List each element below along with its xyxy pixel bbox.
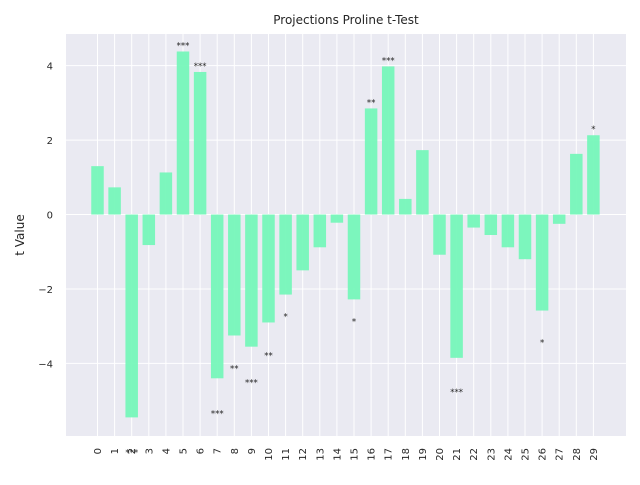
bar-21 [450,214,463,358]
bar-0 [91,166,104,215]
bar-11 [279,214,292,295]
x-tick-label: 27 [555,448,566,461]
x-tick-label: 9 [247,448,258,454]
bar-17 [381,66,395,215]
bar-6 [193,71,207,215]
y-tick-label: 4 [47,62,53,73]
y-axis-label: t Value [13,214,27,255]
bar-1 [108,187,121,215]
bar-27 [552,214,566,224]
significance-label: ** [367,98,376,108]
x-tick-label: 7 [213,448,224,454]
bar-23 [484,214,498,235]
bar-3 [142,214,156,246]
bars [91,51,600,418]
x-tick-label: 23 [486,448,497,461]
bar-18 [399,198,412,215]
x-tick-label: 26 [538,448,549,461]
y-tick-label: −2 [38,285,53,296]
x-tick-label: 4 [161,448,172,454]
x-tick-label: 25 [521,448,532,461]
bar-7 [210,214,224,379]
x-tick-label: 20 [435,448,446,461]
bar-8 [228,214,241,336]
x-tick-label: 13 [315,448,326,461]
x-tick-label: 15 [350,448,361,461]
x-tick-label: 3 [144,448,155,454]
significance-label: * [540,339,544,349]
bar-16 [364,108,378,215]
bar-19 [416,150,429,215]
x-tick-label: 6 [196,448,207,454]
significance-label: ** [230,365,239,375]
significance-label: * [591,125,595,135]
x-tick-label: 29 [589,448,600,461]
y-tick-label: −4 [38,359,53,370]
significance-labels: ******************** *********** [125,41,595,458]
x-tick-label: 8 [230,448,241,454]
x-tick-label: 21 [452,448,463,461]
bar-15 [347,214,361,300]
bar-28 [570,153,583,215]
bar-20 [433,214,446,255]
x-tick-label: 0 [93,448,104,454]
x-tick-label: 14 [332,448,343,461]
significance-label: *** [211,409,224,419]
plot-background [66,34,626,436]
bar-22 [467,214,480,228]
bar-2 [125,214,138,418]
bar-25 [518,214,532,260]
x-tick-label: 19 [418,448,429,461]
bar-26 [535,214,549,311]
x-tick-label: 17 [384,448,395,461]
bar-13 [313,214,327,248]
x-tick-label: 2 [127,448,138,454]
bar-5 [176,51,190,215]
significance-label: ** [264,351,273,361]
significance-label: *** [194,62,207,72]
bar-14 [330,214,344,223]
x-tick-labels: 0 1 2 3 4 5 6 7 8 9 10 11 12 13 14 15 16 17 18 19 20 21 22 23 24… [93,448,600,461]
bar-29 [587,135,600,215]
y-tick-labels: −4 −2 0 2 4 [38,62,53,371]
bar-24 [501,214,515,248]
y-tick-label: 2 [47,136,53,147]
significance-label: *** [177,41,190,51]
significance-label: * [283,313,287,323]
significance-label: *** [125,448,138,458]
x-tick-label: 11 [281,448,292,461]
x-tick-label: 28 [572,448,583,461]
bar-10 [262,214,275,323]
significance-label: *** [245,379,258,389]
bar-9 [245,214,258,347]
x-tick-label: 18 [401,448,412,461]
significance-label: *** [450,388,463,398]
significance-label: * [352,317,356,327]
bar-4 [159,172,173,215]
x-tick-label: 5 [179,448,190,454]
x-tick-label: 24 [503,448,514,461]
x-tick-label: 22 [469,448,480,461]
x-tick-label: 10 [264,448,275,461]
x-tick-label: 12 [298,448,309,461]
y-tick-label: 0 [47,211,53,222]
x-tick-label: 1 [110,448,121,454]
bar-12 [296,214,309,271]
significance-label: *** [382,56,395,66]
x-tick-label: 16 [367,448,378,461]
chart-title: Projections Proline t-Test [273,13,419,27]
